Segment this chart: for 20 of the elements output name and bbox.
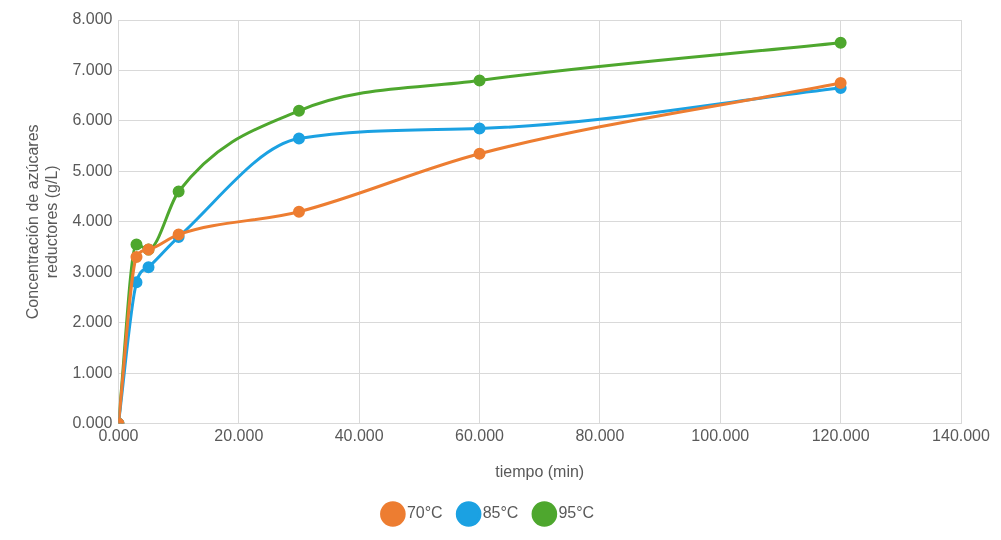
x-tick-label: 80.000 [575, 426, 625, 444]
y-tick-label: 8.000 [72, 10, 113, 28]
x-tick-label: 40.000 [334, 426, 384, 444]
legend-label: 70°C [406, 504, 443, 522]
y-tick-label: 2.000 [72, 313, 113, 331]
y-axis-title: Concentración de azúcares reductores (g/L) [24, 124, 61, 320]
x-tick-label: 120.000 [811, 426, 870, 444]
x-tick-label: 100.000 [691, 426, 750, 444]
y-tick-label: 3.000 [72, 262, 113, 280]
y-tick-label: 5.000 [72, 161, 113, 179]
legend-label: 95°C [558, 504, 595, 522]
x-tick-label: 140.000 [932, 426, 991, 444]
y-tick-label: 6.000 [72, 111, 113, 129]
x-tick-label: 20.000 [214, 426, 264, 444]
legend-label: 85°C [482, 504, 519, 522]
y-tick-label: 1.000 [72, 363, 113, 381]
y-tick-label: 7.000 [72, 60, 113, 78]
x-tick-label: 60.000 [455, 426, 505, 444]
y-tick-label: 4.000 [72, 212, 113, 230]
x-axis-title: tiempo (min) [495, 462, 585, 480]
